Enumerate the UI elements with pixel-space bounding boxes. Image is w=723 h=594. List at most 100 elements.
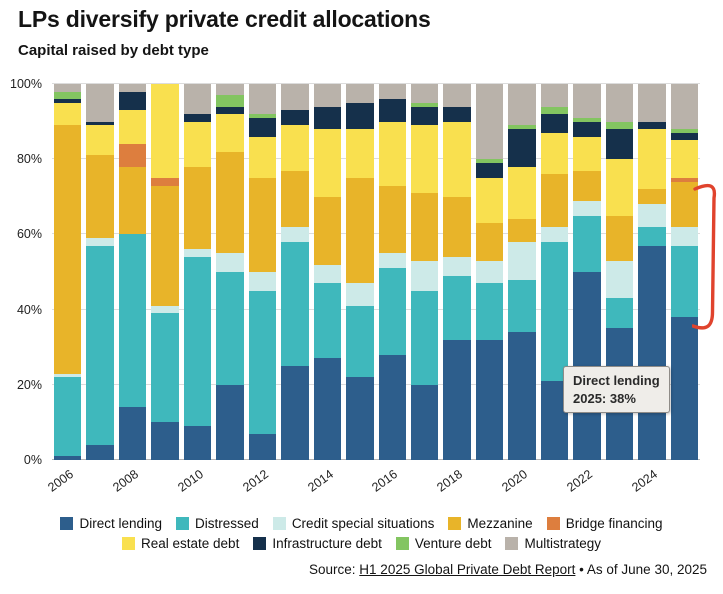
segment-2009-mezzanine — [151, 185, 179, 306]
legend-label: Venture debt — [414, 536, 492, 551]
segment-2012-credit-special-situations — [248, 272, 277, 291]
segment-2015-direct-lending — [346, 377, 374, 460]
legend-item-direct-lending: Direct lending — [60, 516, 162, 531]
legend-swatch-mezzanine — [448, 517, 462, 530]
segment-2013-multistrategy — [281, 84, 309, 111]
segment-2007-real-estate-debt — [86, 125, 114, 156]
segment-2017-infrastructure-debt — [410, 106, 439, 126]
segment-2023-mezzanine — [605, 215, 634, 261]
segment-2008-bridge-financing — [118, 144, 147, 167]
segment-2016-mezzanine — [378, 185, 406, 254]
chart-subtitle: Capital raised by debt type — [18, 42, 209, 59]
legend-swatch-bridge-financing — [546, 517, 560, 530]
y-tick-label-40: 40% — [16, 302, 42, 317]
segment-2023-real-estate-debt — [605, 159, 634, 216]
segment-2009-real-estate-debt — [151, 84, 179, 179]
gridline-20 — [52, 383, 700, 385]
segment-2012-infrastructure-debt — [248, 117, 277, 137]
segment-2017-real-estate-debt — [410, 125, 439, 194]
y-tick-label-100: 100% — [10, 77, 42, 91]
segment-2024-mezzanine — [638, 189, 666, 205]
x-tick-label-2024: 2024 — [628, 467, 660, 495]
segment-2011-real-estate-debt — [216, 114, 244, 152]
segment-2009-bridge-financing — [151, 178, 179, 186]
segment-2009-distressed — [151, 313, 179, 423]
segment-2010-multistrategy — [183, 84, 212, 115]
legend-label: Multistrategy — [524, 536, 601, 551]
segment-2019-mezzanine — [475, 223, 504, 261]
segment-2024-real-estate-debt — [638, 129, 666, 190]
segment-2025-venture-debt — [670, 129, 699, 133]
legend-item-distressed: Distressed — [176, 516, 259, 531]
bar-2021 — [540, 84, 569, 460]
segment-2006-mezzanine — [54, 125, 82, 374]
legend-item-infrastructure-debt: Infrastructure debt — [253, 536, 382, 551]
segment-2013-credit-special-situations — [281, 226, 309, 242]
legend-item-credit-special-situations: Credit special situations — [272, 516, 435, 531]
segment-2020-venture-debt — [508, 125, 536, 130]
x-tick-label-2012: 2012 — [240, 467, 271, 495]
segment-2019-multistrategy — [475, 84, 504, 160]
segment-2015-real-estate-debt — [346, 129, 374, 179]
source-report-link[interactable]: H1 2025 Global Private Debt Report — [359, 562, 576, 577]
segment-2010-credit-special-situations — [183, 249, 212, 257]
source-line: Source: H1 2025 Global Private Debt Repo… — [309, 562, 707, 577]
segment-2022-infrastructure-debt — [573, 121, 601, 137]
segment-2014-multistrategy — [313, 84, 342, 107]
segment-2008-multistrategy — [118, 84, 147, 92]
segment-2021-multistrategy — [540, 84, 569, 107]
segment-2021-mezzanine — [540, 174, 569, 227]
segment-2007-credit-special-situations — [86, 238, 114, 246]
bar-2015 — [346, 84, 374, 460]
segment-2016-real-estate-debt — [378, 121, 406, 186]
segment-2010-distressed — [183, 256, 212, 427]
legend-label: Credit special situations — [291, 516, 435, 531]
segment-2017-direct-lending — [410, 384, 439, 460]
segment-2018-distressed — [443, 275, 471, 340]
segment-2007-mezzanine — [86, 155, 114, 239]
segment-2017-distressed — [410, 290, 439, 385]
legend-label: Mezzanine — [467, 516, 533, 531]
segment-2023-multistrategy — [605, 84, 634, 122]
segment-2012-real-estate-debt — [248, 136, 277, 179]
x-tick-label-2020: 2020 — [499, 467, 531, 495]
segment-2017-venture-debt — [410, 102, 439, 107]
red-bracket-path — [692, 183, 717, 330]
segment-2015-mezzanine — [346, 178, 374, 284]
segment-2018-real-estate-debt — [443, 121, 471, 197]
legend-label: Real estate debt — [141, 536, 240, 551]
x-tick-label-2016: 2016 — [369, 467, 401, 495]
bar-2008 — [118, 84, 147, 460]
gridline-100 — [52, 83, 700, 84]
segment-2014-infrastructure-debt — [313, 106, 342, 130]
bar-2006 — [54, 84, 82, 460]
segment-2008-distressed — [118, 234, 147, 408]
bars-container — [52, 84, 700, 460]
bar-2019 — [475, 84, 504, 460]
bar-2009 — [151, 84, 179, 460]
red-bracket-annotation — [692, 183, 717, 330]
segment-2013-real-estate-debt — [281, 125, 309, 171]
segment-2018-infrastructure-debt — [443, 106, 471, 122]
segment-2021-venture-debt — [540, 106, 569, 115]
segment-2015-credit-special-situations — [346, 283, 374, 306]
segment-2013-mezzanine — [281, 170, 309, 227]
bar-2024 — [638, 84, 666, 460]
source-suffix: • As of June 30, 2025 — [575, 562, 707, 577]
bar-2014 — [313, 84, 342, 460]
segment-2025-distressed — [670, 245, 699, 318]
segment-2013-infrastructure-debt — [281, 110, 309, 126]
segment-2017-mezzanine — [410, 193, 439, 261]
y-axis: 0% 20% 40% 60% 80% 100% — [0, 77, 46, 467]
segment-2009-credit-special-situations — [151, 305, 179, 314]
segment-2020-real-estate-debt — [508, 166, 536, 220]
segment-2017-multistrategy — [410, 84, 439, 103]
segment-2024-direct-lending — [638, 245, 666, 460]
plot-area — [52, 83, 700, 460]
segment-2024-multistrategy — [638, 84, 666, 122]
segment-2021-credit-special-situations — [540, 226, 569, 242]
segment-2025-real-estate-debt — [670, 140, 699, 179]
bar-2012 — [248, 84, 277, 460]
legend-swatch-multistrategy — [505, 537, 519, 550]
segment-2015-distressed — [346, 305, 374, 378]
